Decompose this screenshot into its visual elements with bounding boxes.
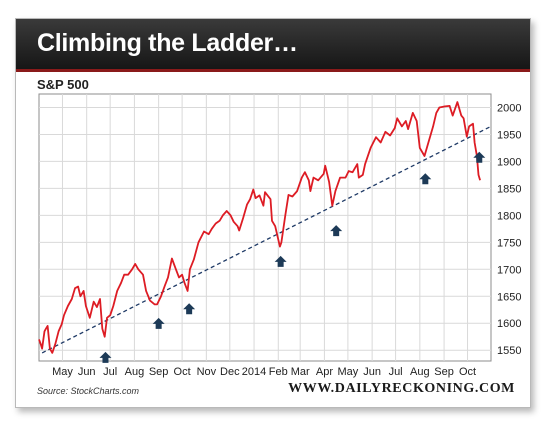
y-tick-label: 1650 [497,291,521,303]
x-tick-label: May [52,366,73,378]
x-tick-label: Aug [410,366,430,378]
x-tick-label: Jul [389,366,403,378]
chart-card: Climbing the Ladder… S&P 500 1550 1600 165… [15,18,531,408]
x-tick-label: Jul [103,366,117,378]
x-tick-label: Mar [291,366,310,378]
x-tick-label: Sep [149,366,169,378]
y-tick-label: 1850 [497,183,521,195]
y-tick-label: 1750 [497,237,521,249]
x-tick-label: Apr [316,366,333,378]
page-title: Climbing the Ladder… [37,29,298,57]
y-tick-label: 2000 [497,102,521,114]
y-tick-label: 1700 [497,264,521,276]
gridlines [39,94,491,361]
up-arrow-icon [183,303,196,315]
annotation-arrows [99,151,486,363]
source-note: Source: StockCharts.com [37,386,140,396]
x-axis-ticks: May Jun Jul Aug Sep Oct Nov Dec 2014 Feb Mar Apr May… [52,366,476,378]
x-tick-label: May [338,366,359,378]
x-tick-label: Sep [434,366,454,378]
up-arrow-icon [274,255,287,267]
site-url: WWW.DAILYRECKONING.COM [288,381,515,396]
y-tick-label: 1950 [497,129,521,141]
up-arrow-icon [99,351,112,363]
up-arrow-icon [473,151,486,163]
up-arrow-icon [330,225,343,237]
x-tick-label: 2014 [242,366,266,378]
title-bar: Climbing the Ladder… [16,19,530,72]
x-tick-label: Jun [78,366,96,378]
y-tick-label: 1900 [497,156,521,168]
y-axis-ticks: 1550 1600 1650 1700 1750 1800 1850 1900 1950 2000 [497,102,521,357]
x-tick-label: Oct [174,366,191,378]
up-arrow-icon [419,173,432,185]
y-tick-label: 1800 [497,210,521,222]
y-tick-label: 1600 [497,318,521,330]
sp500-line-chart: 1550 1600 1650 1700 1750 1800 1850 1900 1950 2000… [38,93,521,378]
x-tick-label: Feb [269,366,288,378]
x-tick-label: Aug [125,366,145,378]
series-layer [38,101,481,354]
chart-title: S&P 500 [37,77,89,92]
x-tick-label: Jun [363,366,381,378]
sp500-series-line [38,101,481,354]
x-tick-label: Nov [197,366,217,378]
y-tick-label: 1550 [497,345,521,357]
up-arrow-icon [152,317,165,329]
x-tick-label: Dec [220,366,240,378]
x-tick-label: Oct [459,366,476,378]
